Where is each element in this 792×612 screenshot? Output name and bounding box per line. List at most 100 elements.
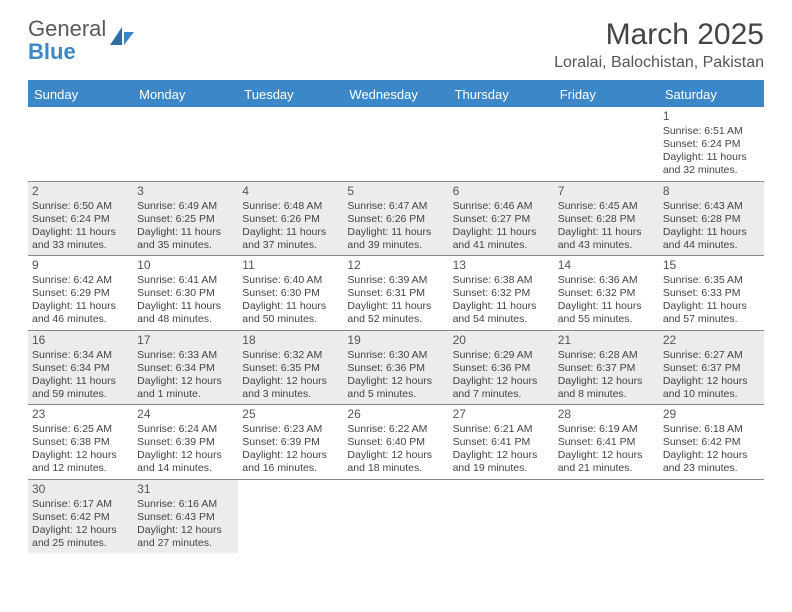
day-header-mon: Monday <box>133 82 238 107</box>
sunset-text: Sunset: 6:39 PM <box>137 436 234 449</box>
sunset-text: Sunset: 6:27 PM <box>453 213 550 226</box>
sunset-text: Sunset: 6:41 PM <box>558 436 655 449</box>
calendar-cell <box>238 480 343 554</box>
calendar-cell <box>449 480 554 554</box>
sunset-text: Sunset: 6:31 PM <box>347 287 444 300</box>
daylight-text: Daylight: 11 hours and 46 minutes. <box>32 300 129 326</box>
calendar-week: 9Sunrise: 6:42 AMSunset: 6:29 PMDaylight… <box>28 256 764 331</box>
day-number: 1 <box>663 109 760 124</box>
calendar-cell: 13Sunrise: 6:38 AMSunset: 6:32 PMDayligh… <box>449 256 554 330</box>
day-number: 30 <box>32 482 129 497</box>
day-number: 14 <box>558 258 655 273</box>
calendar-cell: 27Sunrise: 6:21 AMSunset: 6:41 PMDayligh… <box>449 405 554 479</box>
calendar-cell <box>343 107 448 181</box>
calendar-cell: 17Sunrise: 6:33 AMSunset: 6:34 PMDayligh… <box>133 331 238 405</box>
sunrise-text: Sunrise: 6:42 AM <box>32 274 129 287</box>
sunrise-text: Sunrise: 6:49 AM <box>137 200 234 213</box>
sunrise-text: Sunrise: 6:25 AM <box>32 423 129 436</box>
calendar-cell: 20Sunrise: 6:29 AMSunset: 6:36 PMDayligh… <box>449 331 554 405</box>
sunset-text: Sunset: 6:30 PM <box>242 287 339 300</box>
calendar-cell: 5Sunrise: 6:47 AMSunset: 6:26 PMDaylight… <box>343 182 448 256</box>
sunset-text: Sunset: 6:26 PM <box>347 213 444 226</box>
daylight-text: Daylight: 11 hours and 52 minutes. <box>347 300 444 326</box>
sunset-text: Sunset: 6:34 PM <box>137 362 234 375</box>
sunrise-text: Sunrise: 6:48 AM <box>242 200 339 213</box>
sunrise-text: Sunrise: 6:36 AM <box>558 274 655 287</box>
sunrise-text: Sunrise: 6:23 AM <box>242 423 339 436</box>
day-number: 25 <box>242 407 339 422</box>
calendar-cell: 22Sunrise: 6:27 AMSunset: 6:37 PMDayligh… <box>659 331 764 405</box>
day-number: 5 <box>347 184 444 199</box>
sunrise-text: Sunrise: 6:17 AM <box>32 498 129 511</box>
day-header-tue: Tuesday <box>238 82 343 107</box>
daylight-text: Daylight: 12 hours and 7 minutes. <box>453 375 550 401</box>
sunrise-text: Sunrise: 6:21 AM <box>453 423 550 436</box>
calendar-cell: 23Sunrise: 6:25 AMSunset: 6:38 PMDayligh… <box>28 405 133 479</box>
daylight-text: Daylight: 11 hours and 54 minutes. <box>453 300 550 326</box>
day-number: 10 <box>137 258 234 273</box>
calendar-cell <box>133 107 238 181</box>
daylight-text: Daylight: 11 hours and 32 minutes. <box>663 151 760 177</box>
sunset-text: Sunset: 6:24 PM <box>32 213 129 226</box>
calendar-cell: 31Sunrise: 6:16 AMSunset: 6:43 PMDayligh… <box>133 480 238 554</box>
calendar-cell: 25Sunrise: 6:23 AMSunset: 6:39 PMDayligh… <box>238 405 343 479</box>
day-number: 12 <box>347 258 444 273</box>
sunrise-text: Sunrise: 6:18 AM <box>663 423 760 436</box>
calendar-body: 1Sunrise: 6:51 AMSunset: 6:24 PMDaylight… <box>28 107 764 553</box>
location: Loralai, Balochistan, Pakistan <box>554 54 764 72</box>
sunset-text: Sunset: 6:33 PM <box>663 287 760 300</box>
day-number: 4 <box>242 184 339 199</box>
daylight-text: Daylight: 12 hours and 10 minutes. <box>663 375 760 401</box>
daylight-text: Daylight: 12 hours and 16 minutes. <box>242 449 339 475</box>
daylight-text: Daylight: 12 hours and 12 minutes. <box>32 449 129 475</box>
calendar-cell: 16Sunrise: 6:34 AMSunset: 6:34 PMDayligh… <box>28 331 133 405</box>
day-number: 11 <box>242 258 339 273</box>
sunset-text: Sunset: 6:37 PM <box>558 362 655 375</box>
daylight-text: Daylight: 11 hours and 55 minutes. <box>558 300 655 326</box>
calendar-cell: 6Sunrise: 6:46 AMSunset: 6:27 PMDaylight… <box>449 182 554 256</box>
day-number: 26 <box>347 407 444 422</box>
month-title: March 2025 <box>554 18 764 52</box>
sunrise-text: Sunrise: 6:50 AM <box>32 200 129 213</box>
sunrise-text: Sunrise: 6:24 AM <box>137 423 234 436</box>
daylight-text: Daylight: 11 hours and 41 minutes. <box>453 226 550 252</box>
title-block: March 2025 Loralai, Balochistan, Pakista… <box>554 18 764 72</box>
sunset-text: Sunset: 6:42 PM <box>32 511 129 524</box>
sunrise-text: Sunrise: 6:34 AM <box>32 349 129 362</box>
sunset-text: Sunset: 6:35 PM <box>242 362 339 375</box>
calendar-cell: 12Sunrise: 6:39 AMSunset: 6:31 PMDayligh… <box>343 256 448 330</box>
calendar-cell: 1Sunrise: 6:51 AMSunset: 6:24 PMDaylight… <box>659 107 764 181</box>
daylight-text: Daylight: 12 hours and 27 minutes. <box>137 524 234 550</box>
sunrise-text: Sunrise: 6:28 AM <box>558 349 655 362</box>
day-number: 2 <box>32 184 129 199</box>
calendar-week: 1Sunrise: 6:51 AMSunset: 6:24 PMDaylight… <box>28 107 764 182</box>
day-number: 13 <box>453 258 550 273</box>
sunrise-text: Sunrise: 6:29 AM <box>453 349 550 362</box>
logo-text-general: General <box>28 16 106 41</box>
calendar-cell: 8Sunrise: 6:43 AMSunset: 6:28 PMDaylight… <box>659 182 764 256</box>
calendar-cell: 19Sunrise: 6:30 AMSunset: 6:36 PMDayligh… <box>343 331 448 405</box>
calendar-cell: 15Sunrise: 6:35 AMSunset: 6:33 PMDayligh… <box>659 256 764 330</box>
logo: General Blue <box>28 18 136 64</box>
sunrise-text: Sunrise: 6:43 AM <box>663 200 760 213</box>
sunset-text: Sunset: 6:39 PM <box>242 436 339 449</box>
day-header-sun: Sunday <box>28 82 133 107</box>
sunrise-text: Sunrise: 6:51 AM <box>663 125 760 138</box>
day-number: 16 <box>32 333 129 348</box>
daylight-text: Daylight: 11 hours and 48 minutes. <box>137 300 234 326</box>
sunset-text: Sunset: 6:41 PM <box>453 436 550 449</box>
daylight-text: Daylight: 11 hours and 39 minutes. <box>347 226 444 252</box>
daylight-text: Daylight: 12 hours and 18 minutes. <box>347 449 444 475</box>
sunset-text: Sunset: 6:30 PM <box>137 287 234 300</box>
day-header-row: Sunday Monday Tuesday Wednesday Thursday… <box>28 82 764 107</box>
day-number: 27 <box>453 407 550 422</box>
calendar-cell: 29Sunrise: 6:18 AMSunset: 6:42 PMDayligh… <box>659 405 764 479</box>
sunset-text: Sunset: 6:32 PM <box>558 287 655 300</box>
day-number: 21 <box>558 333 655 348</box>
sunset-text: Sunset: 6:24 PM <box>663 138 760 151</box>
calendar-cell <box>28 107 133 181</box>
sunrise-text: Sunrise: 6:41 AM <box>137 274 234 287</box>
sunrise-text: Sunrise: 6:19 AM <box>558 423 655 436</box>
sunset-text: Sunset: 6:28 PM <box>558 213 655 226</box>
day-number: 23 <box>32 407 129 422</box>
